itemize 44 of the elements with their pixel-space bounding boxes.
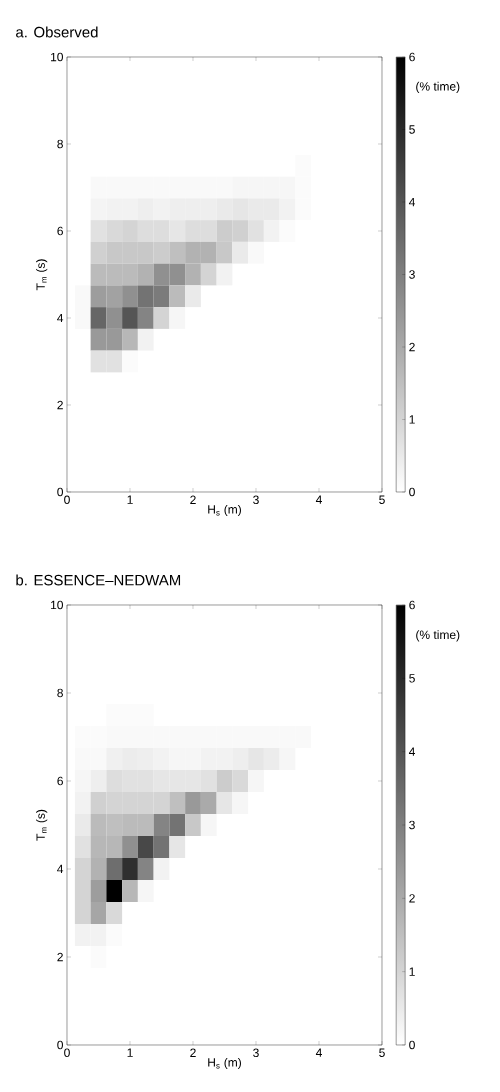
x-tick-label: 2 <box>190 1048 196 1057</box>
y-tick-label: 10 <box>51 600 63 610</box>
color-bar-title: (% time) <box>416 81 460 94</box>
chart-title: a. Observed <box>16 26 98 38</box>
y-tick-label: 4 <box>57 313 64 323</box>
y-tick-label: 6 <box>57 226 63 236</box>
x-tick-label: 5 <box>379 1048 385 1057</box>
color-bar-label: 2 <box>409 342 415 352</box>
y-axis-title: T$_{m}$ (s) <box>36 259 48 291</box>
y-tick-label: 0 <box>57 1040 63 1050</box>
y-tick-label: 10 <box>51 52 63 62</box>
chart-title: b. ESSENCE–NEDWAM <box>16 574 181 586</box>
x-tick-label: 2 <box>190 495 196 504</box>
color-bar-title: (% time) <box>416 630 460 642</box>
y-tick-label: 8 <box>57 139 63 149</box>
color-bar-label: 1 <box>409 415 415 424</box>
color-bar-label: 3 <box>409 270 415 279</box>
y-tick-label: 4 <box>57 864 64 874</box>
color-bar-label: 1 <box>409 967 415 976</box>
x-tick-label: 3 <box>253 495 259 505</box>
color-bar-label: 5 <box>409 674 415 683</box>
y-tick-label: 0 <box>57 487 63 497</box>
color-bar-label: 0 <box>409 1040 415 1050</box>
color-bar-label: 4 <box>408 197 416 207</box>
x-tick-label: 4 <box>315 1048 322 1057</box>
color-bar-label: 4 <box>408 747 416 756</box>
color-bar-label: 2 <box>409 894 415 903</box>
color-bar-label: 5 <box>409 125 415 134</box>
color-bar-label: 6 <box>409 600 415 610</box>
y-axis-title: T$_{m}$ (s) <box>36 809 48 841</box>
x-tick-label: 1 <box>127 1048 133 1057</box>
y-tick-label: 2 <box>57 952 63 962</box>
color-bar-label: 3 <box>409 820 415 830</box>
color-bar-label: 0 <box>409 487 415 497</box>
y-tick-label: 8 <box>57 688 63 698</box>
x-tick-label: 5 <box>379 495 385 504</box>
x-axis-title: H$_{s}$ (m) <box>208 1057 241 1070</box>
x-axis-title: H$_{s}$ (m) <box>208 504 241 517</box>
x-tick-label: 3 <box>253 1048 259 1058</box>
x-tick-label: 4 <box>315 495 322 504</box>
color-bar-label: 6 <box>409 52 415 62</box>
y-tick-label: 6 <box>57 776 63 786</box>
y-tick-label: 2 <box>57 400 63 410</box>
x-tick-label: 1 <box>127 495 133 504</box>
